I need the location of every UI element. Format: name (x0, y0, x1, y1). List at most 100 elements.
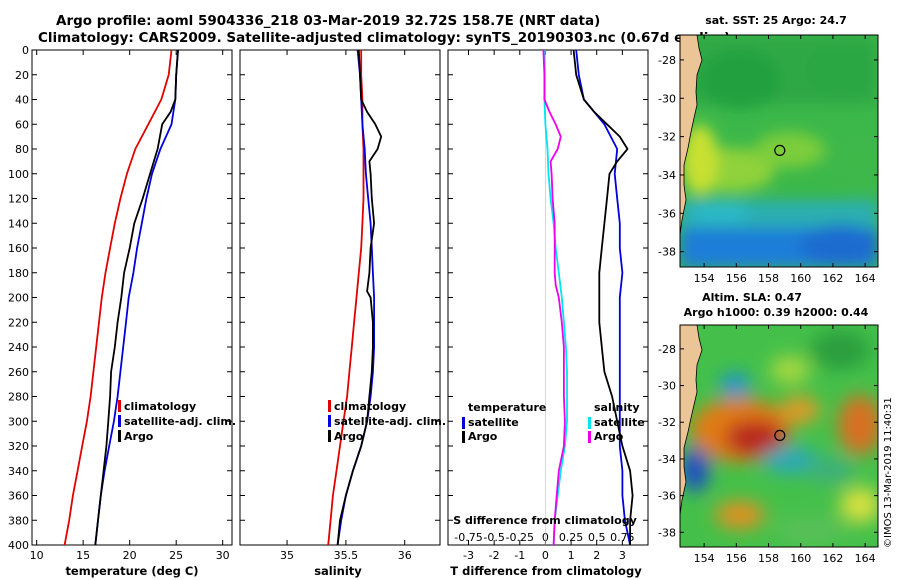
map-x-tick-label: 158 (758, 272, 779, 285)
credit-stamp: ©IMOS 13-Mar-2019 11:40:31 (883, 397, 894, 548)
sla-map-title-line-1: Altim. SLA: 0.47 (702, 291, 802, 304)
x-tick-label: 35.5 (334, 549, 359, 562)
sla-land (680, 325, 703, 516)
map-y-tick-label: -36 (658, 207, 676, 220)
x-tick-label: 25 (169, 549, 183, 562)
sst-map (680, 35, 878, 267)
s-tick-label: -0.25 (506, 531, 534, 544)
depth-tick-label: 280 (8, 391, 29, 404)
x-tick-label: -1 (514, 549, 525, 562)
depth-tick-label: 40 (15, 94, 29, 107)
sst-patch (700, 50, 780, 110)
legend-label-s-argo: Argo (594, 430, 624, 443)
depth-tick-label: 140 (8, 217, 29, 230)
temperature-legend: climatology satellite-adj. clim. Argo (118, 400, 236, 443)
x-tick-label: 36 (398, 549, 412, 562)
sla-patch (720, 373, 750, 397)
map-x-tick-label: 162 (822, 272, 843, 285)
map-y-tick-label: -36 (658, 490, 676, 503)
title-line-1: Argo profile: aoml 5904336_218 03-Mar-20… (56, 13, 600, 29)
x-tick-label: 15 (76, 549, 90, 562)
sla-patch (725, 420, 785, 456)
x-tick-label: -2 (489, 549, 500, 562)
series-line-temperature-argo (572, 50, 634, 545)
sla-patch (681, 448, 709, 492)
map-x-tick-label: 154 (694, 272, 715, 285)
sla-map (680, 325, 878, 547)
sla-patch (805, 456, 855, 484)
sst-field (680, 35, 878, 267)
sst-map-title: sat. SST: 25 Argo: 24.7 (705, 14, 847, 27)
difference-lines (542, 50, 634, 545)
sla-patch (810, 330, 870, 370)
map-y-tick-label: -30 (658, 380, 676, 393)
legend-swatch-satellite (328, 415, 331, 427)
sla-patch (840, 487, 878, 523)
map-x-tick-label: 164 (855, 552, 876, 565)
sla-argo-marker (774, 429, 786, 441)
depth-tick-label: 120 (8, 193, 29, 206)
sst-patch (682, 125, 718, 195)
depth-tick-label: 0 (22, 44, 29, 57)
salinity-axis: 35 35.5 36 (240, 49, 440, 562)
series-line-argo (94, 50, 179, 545)
sst-patch (690, 200, 750, 224)
sst-patch (805, 45, 875, 95)
sla-patch (762, 446, 818, 474)
depth-tick-label: 60 (15, 118, 29, 131)
map-y-tick-label: -28 (658, 343, 676, 356)
title-line-2: Climatology: CARS2009. Satellite-adjuste… (38, 30, 730, 46)
series-line-argo (336, 50, 383, 545)
depth-tick-label: 320 (8, 440, 29, 453)
sst-patch (755, 132, 825, 168)
s-tick-label: -0.75 (454, 531, 482, 544)
map-x-tick-label: 156 (726, 552, 747, 565)
legend-label-satellite: satellite-adj. clim. (334, 415, 446, 428)
x-tick-label: 3 (619, 549, 626, 562)
legend-swatch-argo (328, 430, 331, 442)
sla-patch (780, 396, 820, 424)
sla-patch (838, 395, 878, 455)
x-tick-label: 2 (593, 549, 600, 562)
x-tick-label: 20 (123, 549, 137, 562)
legend-swatch-s-satellite (588, 417, 591, 429)
sla-field (681, 330, 878, 544)
legend-label-climatology: climatology (334, 400, 406, 413)
map-y-tick-label: -32 (658, 416, 676, 429)
depth-tick-label: 240 (8, 341, 29, 354)
legend-swatch-climatology (118, 400, 121, 412)
depth-tick-label: 180 (8, 267, 29, 280)
sst-land (680, 35, 703, 236)
map-y-tick-label: -38 (658, 526, 676, 539)
s-tick-label: -0.5 (483, 531, 504, 544)
depth-tick-label: 160 (8, 242, 29, 255)
salinity-legend: climatology satellite-adj. clim. Argo (328, 400, 446, 443)
difference-legend: temperature satellite Argo salinity sate… (462, 401, 645, 443)
series-line-climatology (63, 50, 173, 545)
map-x-tick-label: 156 (726, 272, 747, 285)
legend-label-argo: Argo (124, 430, 154, 443)
series-line-salinity-satellite (543, 50, 568, 545)
map-x-tick-label: 164 (855, 272, 876, 285)
depth-tick-label: 100 (8, 168, 29, 181)
series-line-temperature-satellite (575, 50, 631, 545)
depth-tick-label: 400 (8, 539, 29, 552)
map-y-tick-label: -34 (658, 169, 676, 182)
temperature-lines (63, 50, 179, 545)
legend-swatch-climatology (328, 400, 331, 412)
legend-label-satellite: satellite-adj. clim. (124, 415, 236, 428)
depth-tick-label: 80 (15, 143, 29, 156)
series-line-satellite-adj-clim- (94, 50, 179, 545)
depth-tick-label: 20 (15, 69, 29, 82)
legend-swatch-argo (118, 430, 121, 442)
legend-title-salinity: salinity (594, 401, 640, 414)
map-x-tick-label: 160 (790, 272, 811, 285)
s-tick-label: 0.5 (588, 531, 606, 544)
x-tick-label: 30 (216, 549, 230, 562)
map-y-tick-label: -30 (658, 92, 676, 105)
sla-map-frame (679, 324, 879, 548)
difference-axis: -3 -2 -1 0 1 2 3-0.75 -0.5 -0.25 0 0.25 0.5 0.75 (448, 49, 648, 562)
difference-panel-frame (447, 49, 649, 546)
sla-patch (715, 501, 765, 529)
legend-swatch-t-satellite (462, 417, 465, 429)
